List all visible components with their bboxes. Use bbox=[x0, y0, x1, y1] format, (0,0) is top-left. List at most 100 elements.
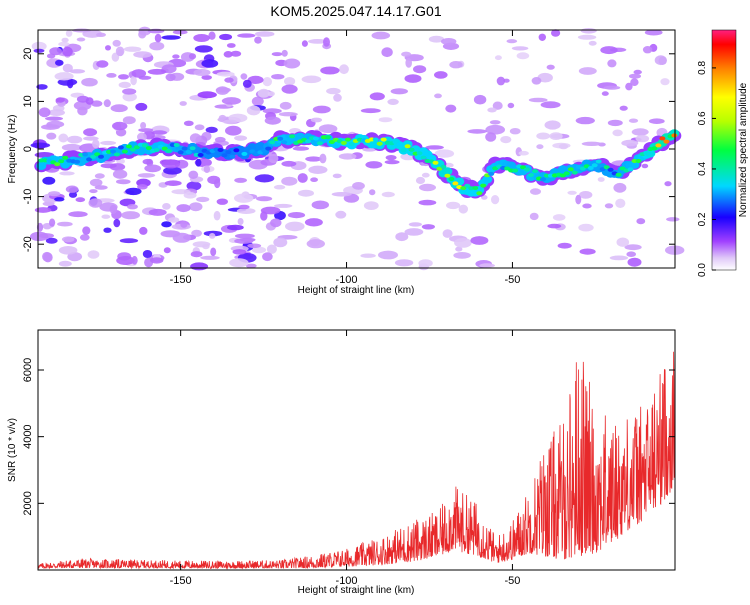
ridge-blob bbox=[540, 177, 546, 182]
noise-blob bbox=[421, 224, 435, 230]
noise-blob bbox=[164, 180, 182, 186]
noise-blob bbox=[61, 37, 69, 43]
ridge-blob bbox=[153, 148, 160, 152]
noise-blob bbox=[287, 212, 306, 219]
ridge-blob bbox=[125, 144, 132, 149]
noise-blob bbox=[238, 204, 250, 210]
noise-blob bbox=[621, 139, 639, 147]
noise-blob bbox=[597, 177, 605, 182]
noise-blob bbox=[297, 173, 308, 183]
noise-blob bbox=[96, 60, 109, 68]
noise-blob bbox=[492, 101, 503, 110]
noise-blob bbox=[378, 250, 398, 260]
noise-blob bbox=[387, 98, 399, 105]
spectrogram-blobs bbox=[30, 26, 685, 271]
ridge-blob bbox=[595, 159, 602, 164]
noise-blob bbox=[425, 145, 444, 150]
ridge-blob bbox=[265, 146, 272, 151]
spectrogram-y-ticks: -20 -10 0 10 20 bbox=[22, 48, 675, 252]
noise-blob bbox=[224, 77, 234, 83]
noise-blob bbox=[319, 153, 327, 164]
noise-blob bbox=[183, 192, 197, 199]
colorbar-tick-label: 0.2 bbox=[697, 212, 708, 226]
noise-blob bbox=[30, 142, 51, 149]
ridge-blob bbox=[233, 148, 240, 153]
noise-blob bbox=[140, 122, 147, 129]
noise-blob bbox=[242, 79, 252, 88]
noise-blob bbox=[641, 163, 649, 169]
noise-blob bbox=[83, 128, 98, 137]
noise-blob bbox=[421, 172, 430, 178]
ridge-blob bbox=[185, 150, 192, 154]
noise-blob bbox=[142, 250, 153, 258]
colorbar: 0.0 0.2 0.4 0.6 0.8 Normalized spectral ampl… bbox=[697, 29, 749, 277]
noise-blob bbox=[240, 73, 248, 80]
noise-blob bbox=[234, 193, 254, 203]
noise-blob bbox=[434, 149, 455, 158]
noise-blob bbox=[518, 150, 529, 156]
noise-blob bbox=[138, 128, 154, 133]
ridge-blob bbox=[217, 148, 224, 152]
noise-blob bbox=[578, 223, 594, 232]
ridge-blob bbox=[348, 141, 355, 146]
noise-blob bbox=[551, 29, 561, 37]
noise-blob bbox=[172, 54, 180, 59]
noise-blob bbox=[205, 126, 218, 133]
noise-blob bbox=[122, 92, 137, 102]
noise-blob bbox=[267, 91, 275, 97]
noise-blob bbox=[633, 69, 642, 75]
ridge-blob bbox=[408, 147, 415, 152]
noise-blob bbox=[34, 207, 52, 213]
noise-blob bbox=[323, 37, 330, 47]
noise-blob bbox=[384, 160, 400, 165]
y-tick-label: 0 bbox=[22, 146, 34, 152]
noise-blob bbox=[531, 77, 542, 85]
noise-blob bbox=[236, 208, 256, 214]
noise-blob bbox=[619, 105, 628, 111]
ridge-blob bbox=[62, 155, 69, 160]
noise-blob bbox=[62, 46, 73, 57]
noise-blob bbox=[636, 218, 646, 225]
noise-blob bbox=[262, 77, 272, 87]
noise-blob bbox=[92, 139, 100, 149]
noise-blob bbox=[203, 165, 211, 173]
noise-blob bbox=[176, 204, 191, 213]
noise-blob bbox=[298, 189, 314, 197]
noise-blob bbox=[137, 184, 148, 190]
noise-blob bbox=[46, 120, 65, 128]
noise-blob bbox=[103, 227, 112, 233]
noise-blob bbox=[312, 105, 331, 114]
noise-blob bbox=[390, 88, 408, 95]
colorbar-frame bbox=[711, 29, 737, 271]
noise-blob bbox=[254, 36, 262, 44]
noise-blob bbox=[208, 31, 216, 40]
ridge-blob bbox=[444, 173, 451, 178]
ridge-blob bbox=[117, 145, 124, 150]
noise-blob bbox=[369, 189, 376, 196]
noise-blob bbox=[195, 158, 202, 167]
noise-blob bbox=[100, 163, 117, 169]
noise-blob bbox=[473, 94, 487, 105]
noise-blob bbox=[378, 117, 393, 123]
noise-blob bbox=[245, 263, 257, 269]
noise-blob bbox=[580, 28, 597, 34]
ridge-blob bbox=[643, 151, 650, 156]
noise-blob bbox=[223, 119, 238, 125]
noise-blob bbox=[262, 108, 282, 114]
ridge-blob bbox=[567, 167, 574, 172]
noise-blob bbox=[162, 203, 171, 210]
noise-blob bbox=[138, 26, 151, 36]
noise-blob bbox=[42, 251, 52, 262]
ridge-blob bbox=[114, 152, 120, 157]
noise-blob bbox=[485, 124, 506, 135]
ridge-blob bbox=[659, 136, 666, 141]
noise-blob bbox=[310, 117, 323, 123]
ridge-blob bbox=[289, 134, 296, 139]
noise-blob bbox=[487, 107, 497, 113]
noise-blob bbox=[273, 184, 286, 190]
ridge-blob bbox=[245, 146, 252, 151]
ridge-blob bbox=[563, 171, 570, 176]
noise-blob bbox=[664, 181, 672, 187]
noise-blob bbox=[552, 214, 566, 221]
spectrogram-x-ticks: -150 -100 -50 bbox=[170, 30, 520, 286]
